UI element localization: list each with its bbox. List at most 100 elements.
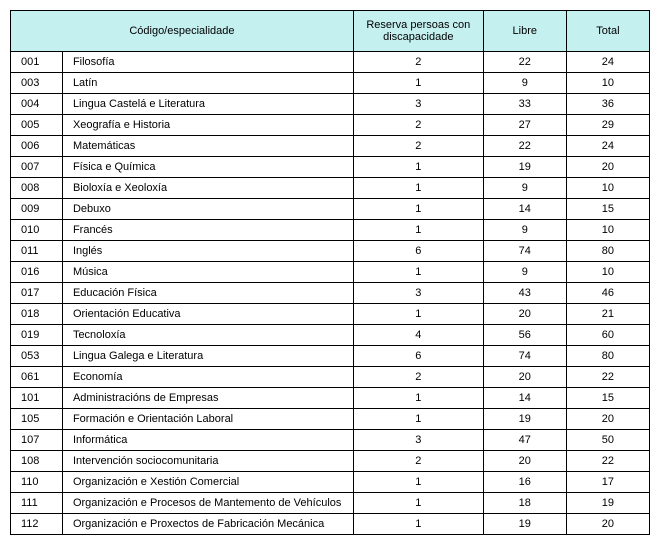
- cell-name: Latín: [62, 73, 353, 94]
- table-row: 019Tecnoloxía45660: [11, 325, 650, 346]
- cell-total: 20: [566, 514, 649, 535]
- table-row: 105Formación e Orientación Laboral11920: [11, 409, 650, 430]
- cell-code: 101: [11, 388, 63, 409]
- cell-libre: 9: [483, 73, 566, 94]
- cell-name: Formación e Orientación Laboral: [62, 409, 353, 430]
- table-row: 107Informática34750: [11, 430, 650, 451]
- table-row: 111Organización e Procesos de Mantemento…: [11, 493, 650, 514]
- cell-reserva: 4: [353, 325, 483, 346]
- cell-libre: 14: [483, 388, 566, 409]
- table-row: 008Bioloxía e Xeoloxía1910: [11, 178, 650, 199]
- cell-libre: 43: [483, 283, 566, 304]
- cell-reserva: 1: [353, 514, 483, 535]
- cell-code: 016: [11, 262, 63, 283]
- cell-libre: 27: [483, 115, 566, 136]
- cell-code: 010: [11, 220, 63, 241]
- table-row: 006Matemáticas22224: [11, 136, 650, 157]
- col-header-reserva: Reserva persoas con discapacidade: [353, 11, 483, 52]
- table-row: 005Xeografía e Historia22729: [11, 115, 650, 136]
- cell-name: Lingua Castelá e Literatura: [62, 94, 353, 115]
- cell-code: 061: [11, 367, 63, 388]
- cell-name: Organización e Proxectos de Fabricación …: [62, 514, 353, 535]
- cell-reserva: 6: [353, 346, 483, 367]
- cell-total: 60: [566, 325, 649, 346]
- cell-code: 112: [11, 514, 63, 535]
- cell-name: Debuxo: [62, 199, 353, 220]
- cell-reserva: 1: [353, 220, 483, 241]
- cell-libre: 33: [483, 94, 566, 115]
- cell-libre: 20: [483, 451, 566, 472]
- cell-total: 80: [566, 241, 649, 262]
- table-row: 010Francés1910: [11, 220, 650, 241]
- cell-total: 15: [566, 199, 649, 220]
- table-row: 108Intervención sociocomunitaria22022: [11, 451, 650, 472]
- col-header-codigo: Código/especialidade: [11, 11, 354, 52]
- cell-libre: 19: [483, 514, 566, 535]
- cell-libre: 9: [483, 262, 566, 283]
- cell-reserva: 1: [353, 178, 483, 199]
- cell-name: Física e Química: [62, 157, 353, 178]
- cell-code: 009: [11, 199, 63, 220]
- cell-reserva: 3: [353, 283, 483, 304]
- cell-libre: 19: [483, 157, 566, 178]
- cell-code: 007: [11, 157, 63, 178]
- cell-reserva: 2: [353, 136, 483, 157]
- cell-code: 019: [11, 325, 63, 346]
- cell-total: 36: [566, 94, 649, 115]
- cell-name: Educación Física: [62, 283, 353, 304]
- cell-total: 80: [566, 346, 649, 367]
- cell-reserva: 1: [353, 199, 483, 220]
- cell-name: Matemáticas: [62, 136, 353, 157]
- cell-reserva: 1: [353, 157, 483, 178]
- cell-code: 011: [11, 241, 63, 262]
- table-row: 018Orientación Educativa12021: [11, 304, 650, 325]
- cell-total: 24: [566, 136, 649, 157]
- cell-name: Filosofía: [62, 52, 353, 73]
- cell-total: 20: [566, 409, 649, 430]
- cell-libre: 74: [483, 346, 566, 367]
- cell-libre: 22: [483, 52, 566, 73]
- cell-reserva: 3: [353, 94, 483, 115]
- table-row: 011Inglés67480: [11, 241, 650, 262]
- cell-total: 29: [566, 115, 649, 136]
- cell-code: 005: [11, 115, 63, 136]
- table-row: 003Latín1910: [11, 73, 650, 94]
- cell-total: 50: [566, 430, 649, 451]
- table-row: 112Organización e Proxectos de Fabricaci…: [11, 514, 650, 535]
- cell-total: 19: [566, 493, 649, 514]
- cell-name: Informática: [62, 430, 353, 451]
- cell-libre: 47: [483, 430, 566, 451]
- cell-libre: 9: [483, 178, 566, 199]
- table-row: 053Lingua Galega e Literatura67480: [11, 346, 650, 367]
- cell-libre: 20: [483, 304, 566, 325]
- table-row: 004Lingua Castelá e Literatura33336: [11, 94, 650, 115]
- cell-reserva: 1: [353, 409, 483, 430]
- cell-name: Organización e Procesos de Mantemento de…: [62, 493, 353, 514]
- cell-name: Economía: [62, 367, 353, 388]
- cell-code: 105: [11, 409, 63, 430]
- cell-total: 15: [566, 388, 649, 409]
- cell-total: 46: [566, 283, 649, 304]
- cell-name: Francés: [62, 220, 353, 241]
- cell-reserva: 1: [353, 493, 483, 514]
- cell-reserva: 2: [353, 367, 483, 388]
- cell-total: 22: [566, 367, 649, 388]
- cell-reserva: 1: [353, 304, 483, 325]
- col-header-total: Total: [566, 11, 649, 52]
- cell-name: Administracións de Empresas: [62, 388, 353, 409]
- cell-code: 108: [11, 451, 63, 472]
- cell-reserva: 2: [353, 451, 483, 472]
- cell-libre: 20: [483, 367, 566, 388]
- cell-total: 21: [566, 304, 649, 325]
- cell-name: Xeografía e Historia: [62, 115, 353, 136]
- cell-libre: 56: [483, 325, 566, 346]
- cell-libre: 14: [483, 199, 566, 220]
- cell-reserva: 6: [353, 241, 483, 262]
- table-row: 110Organización e Xestión Comercial11617: [11, 472, 650, 493]
- cell-name: Bioloxía e Xeoloxía: [62, 178, 353, 199]
- cell-total: 22: [566, 451, 649, 472]
- cell-code: 110: [11, 472, 63, 493]
- cell-reserva: 2: [353, 52, 483, 73]
- table-row: 007Física e Química11920: [11, 157, 650, 178]
- cell-reserva: 1: [353, 262, 483, 283]
